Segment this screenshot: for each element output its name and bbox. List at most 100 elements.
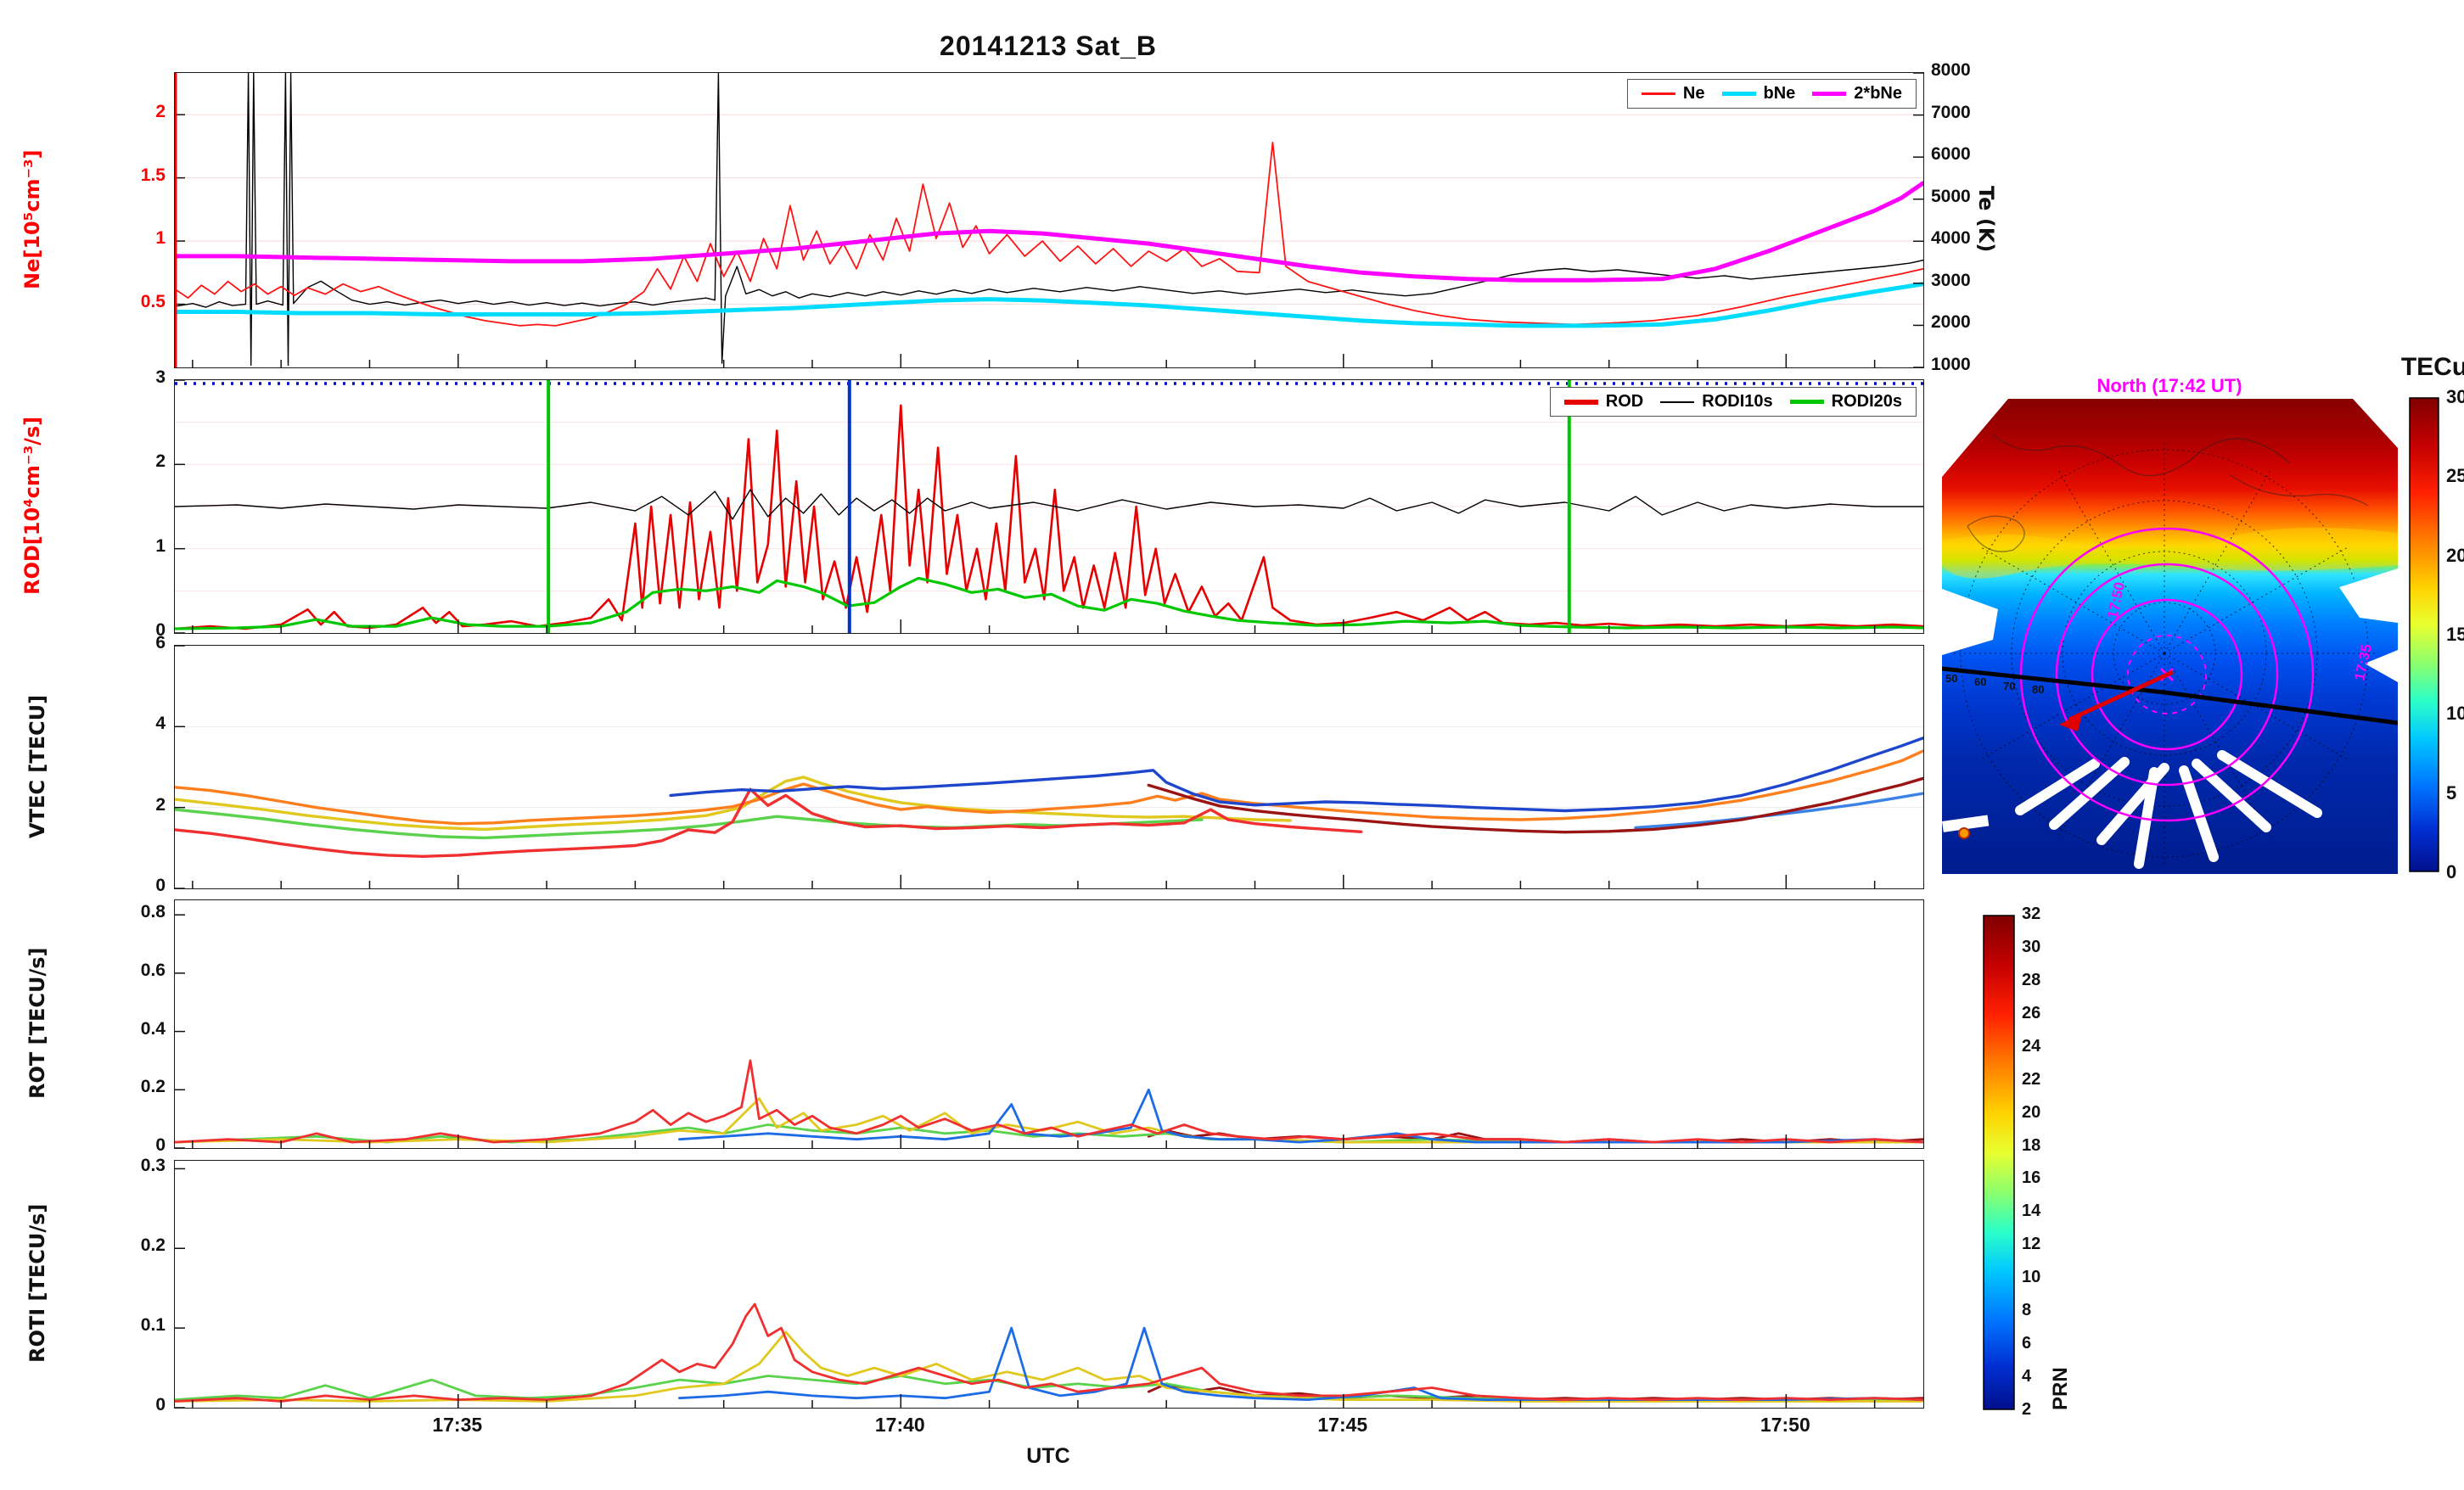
svg-text:70: 70 — [2003, 680, 2015, 692]
tecu-tick-label: 30 — [2446, 386, 2464, 407]
tecu-tick-label: 0 — [2446, 861, 2457, 882]
series-red — [175, 787, 1363, 859]
svg-text:50: 50 — [1945, 672, 1957, 685]
legend-item: RODI20s — [1789, 392, 1902, 412]
series-blue — [678, 1088, 1923, 1144]
y-tick-label: 0.5 — [140, 291, 166, 311]
y-tick-label: 0 — [155, 876, 166, 895]
map-coastlines — [1967, 434, 2369, 552]
rot-axis-label: ROT [TECU/s] — [25, 947, 49, 1100]
legend-label: 2*bNe — [1854, 84, 1902, 103]
map-anomaly-dot — [1958, 827, 1970, 839]
series-green — [175, 1375, 1923, 1402]
tecu-tick-label: 10 — [2446, 703, 2464, 725]
y-tick-label: 1.5 — [140, 165, 166, 185]
tecu-colorbar-title: TECu — [2400, 353, 2464, 381]
legend-item: RODI10s — [1660, 392, 1773, 412]
map-scan-rings — [2019, 527, 2315, 822]
legend-line-sample — [1721, 92, 1756, 96]
map-graticule — [1952, 441, 2377, 865]
y-tick-label: 2 — [155, 794, 166, 815]
legend-label: Ne — [1682, 84, 1705, 103]
map-yellow-band — [1942, 527, 2398, 579]
y-tick-label: 0 — [155, 1395, 166, 1414]
prn-colorbar — [1983, 915, 2015, 1410]
x-tick-label: 17:35 — [432, 1414, 483, 1436]
y-tick-label: 0.4 — [140, 1018, 166, 1039]
map-satellite-track — [1942, 666, 2398, 725]
legend-line-sample — [1563, 399, 1598, 405]
legend-item: ROD — [1563, 392, 1644, 412]
legend-label: RODI10s — [1702, 392, 1773, 411]
x-tick-label: 17:45 — [1317, 1414, 1368, 1436]
series-red — [175, 1302, 1923, 1403]
map-latitude-labels: 50 60 70 80 — [1945, 672, 2044, 696]
y-tick-label: 6 — [155, 633, 166, 653]
map-white-streaks — [2015, 750, 2322, 869]
rod-panel — [174, 379, 1924, 634]
legend-line-sample — [1660, 401, 1695, 403]
tecu-tick-label: 25 — [2446, 465, 2464, 487]
legend-label: RODI20s — [1831, 392, 1902, 411]
legend-line-sample — [1812, 92, 1847, 96]
map-red-arrow — [2059, 669, 2175, 731]
y-tick-label: 1 — [155, 228, 166, 249]
series-Ne — [175, 142, 1923, 327]
series-medium-blue — [1634, 792, 1923, 830]
map-nodata-patches — [1942, 399, 2398, 832]
y-tick-label: 0.8 — [140, 902, 166, 922]
ne-axis-label: Ne[10⁵cm⁻³] — [20, 149, 44, 289]
y-tick-label: 0 — [155, 1135, 166, 1155]
ne-te-panel — [174, 72, 1924, 368]
series-ROD — [175, 404, 1923, 630]
series-maroon — [1147, 776, 1923, 834]
series-RODI20s — [175, 576, 1923, 630]
tecu-tick-label: 5 — [2446, 781, 2457, 804]
x-tick-label: 17:50 — [1760, 1414, 1810, 1436]
roti-axis-label: ROTI [TECU/s] — [25, 1203, 49, 1364]
y-tick-label: 4 — [155, 714, 166, 734]
legend-item: Ne — [1641, 84, 1705, 104]
rod-legend: ROD RODI10s RODI20s — [1549, 387, 1917, 417]
series-RODI10s — [175, 489, 1923, 520]
rot-panel — [174, 899, 1924, 1149]
vtec-panel — [174, 645, 1924, 889]
vtec-axis-label: VTEC [TECU] — [25, 694, 49, 838]
map-title: North (17:42 UT) — [2096, 375, 2242, 396]
series-Te — [175, 73, 1923, 367]
series-orange — [175, 749, 1923, 826]
y-tick-label: 1 — [155, 535, 166, 556]
te-axis-label: Te (K) — [1974, 186, 1998, 253]
ne-legend: Ne bNe 2*bNe — [1626, 79, 1917, 109]
polar-tec-map: 50 60 70 80 17:50 17:35 — [1942, 399, 2398, 874]
series-blue — [669, 736, 1923, 813]
x-tick-label: 17:40 — [874, 1414, 925, 1436]
y-tick-label: 2 — [155, 451, 166, 472]
y-tick-label: 0.1 — [140, 1315, 166, 1336]
series-bNe — [175, 282, 1923, 328]
rod-axis-label: ROD[10⁴cm⁻³/s] — [20, 416, 44, 596]
series-2*bNe — [175, 181, 1923, 283]
legend-line-sample — [1789, 400, 1824, 404]
tecu-tick-label: 20 — [2446, 544, 2464, 566]
y-tick-label: 0 — [155, 620, 166, 640]
legend-item: bNe — [1721, 84, 1796, 104]
legend-label: ROD — [1605, 392, 1644, 411]
series-red — [175, 1059, 1923, 1144]
svg-text:80: 80 — [2032, 683, 2044, 696]
svg-text:60: 60 — [1974, 675, 1986, 688]
figure-title: 20141213 Sat_B — [940, 31, 1157, 61]
legend-line-sample — [1641, 92, 1675, 95]
roti-panel — [174, 1160, 1924, 1409]
y-tick-label: 2 — [155, 102, 166, 122]
x-axis-label: UTC — [1026, 1444, 1070, 1468]
series-blue — [678, 1326, 1923, 1402]
series-yellow — [175, 776, 1292, 832]
series-yellow — [175, 1330, 1923, 1403]
y-tick-label: 0.3 — [140, 1156, 166, 1176]
legend-item: 2*bNe — [1812, 84, 1902, 104]
legend-label: bNe — [1763, 84, 1796, 103]
y-tick-label: 3 — [155, 367, 166, 387]
y-tick-label: 0.2 — [140, 1235, 166, 1256]
y-tick-label: 0.6 — [140, 960, 166, 980]
